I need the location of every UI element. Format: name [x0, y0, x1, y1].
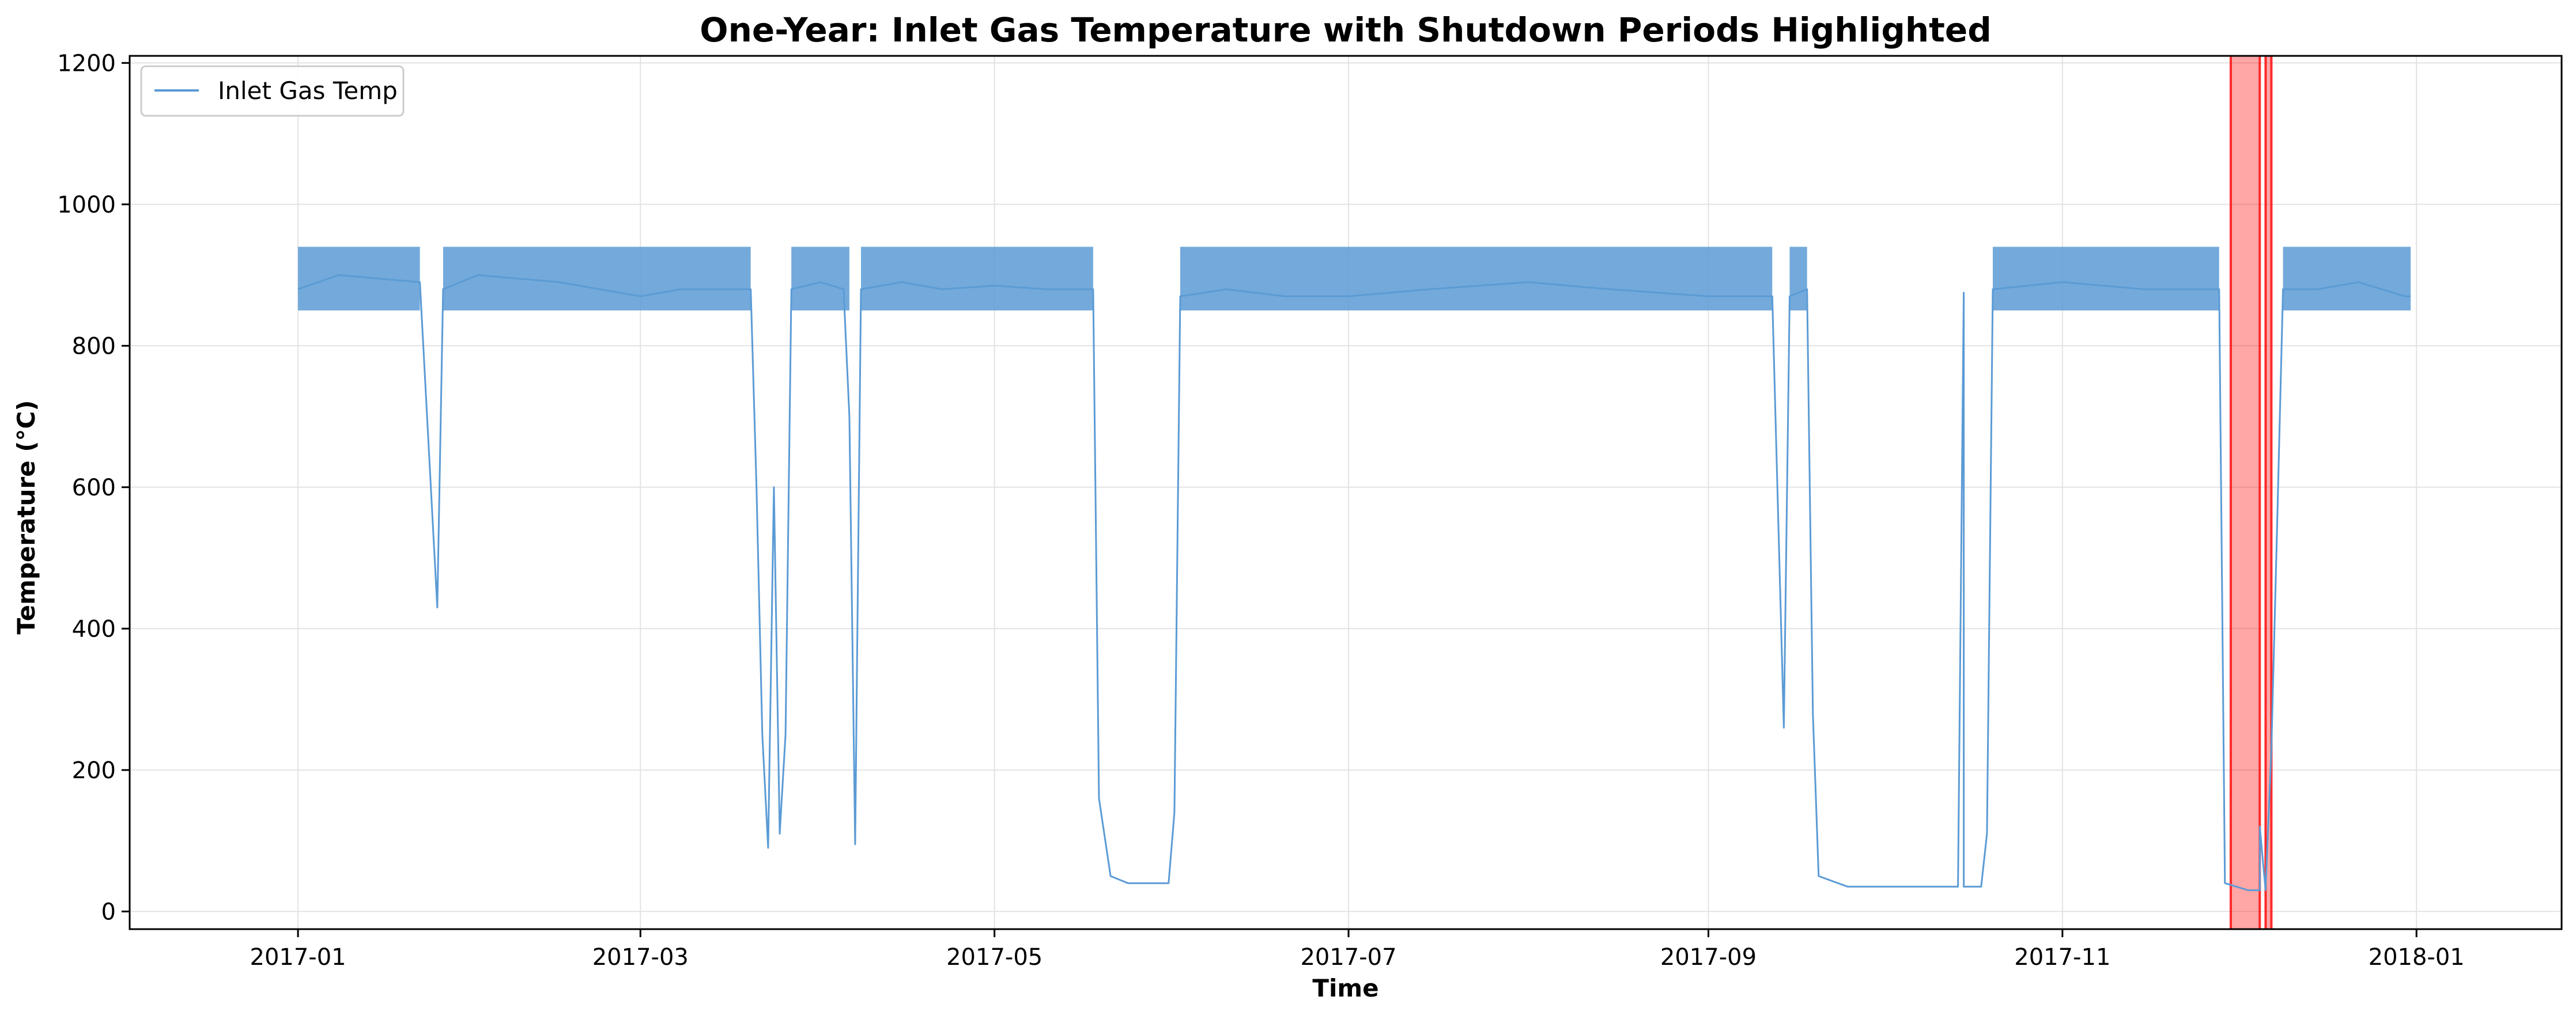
x-tick-label: 2018-01 — [2369, 944, 2465, 971]
legend: Inlet Gas Temp — [140, 65, 405, 117]
operating-band — [791, 247, 849, 310]
legend-label: Inlet Gas Temp — [218, 77, 398, 105]
operating-band — [1180, 247, 1773, 310]
shutdown-region — [2230, 56, 2260, 929]
y-tick-label: 1200 — [57, 50, 116, 77]
x-tick-label: 2017-05 — [946, 944, 1043, 971]
operating-band — [1789, 247, 1807, 310]
x-tick-label: 2017-01 — [250, 944, 346, 971]
grid — [130, 56, 2562, 929]
operating-band — [443, 247, 751, 310]
operating-band — [861, 247, 1093, 310]
x-tick-label: 2017-09 — [1660, 944, 1757, 971]
axes: 2017-01 2017-03 2017-05 2017-07 2017-09 2017-… — [57, 50, 2465, 971]
shutdown-highlights — [2229, 56, 2273, 929]
y-tick-label: 1000 — [57, 192, 116, 218]
operating-band — [2283, 247, 2411, 310]
y-tick-label: 0 — [101, 899, 116, 925]
x-axis-label: Time — [1312, 974, 1378, 1002]
y-tick-label: 200 — [72, 757, 116, 784]
y-tick-label: 800 — [72, 333, 116, 359]
x-tick-label: 2017-07 — [1300, 944, 1396, 971]
data-series — [297, 247, 2411, 891]
chart-title: One-Year: Inlet Gas Temperature with Shu… — [700, 10, 1991, 50]
x-tick-label: 2017-03 — [592, 944, 689, 971]
shutdown-region — [2265, 56, 2272, 929]
y-tick-label: 400 — [72, 616, 116, 642]
y-tick-label: 600 — [72, 475, 116, 501]
y-axis-label: Temperature (°C) — [12, 400, 40, 635]
x-tick-label: 2017-11 — [2014, 944, 2110, 971]
operating-band — [1992, 247, 2219, 310]
operating-band — [298, 247, 420, 310]
series-line — [297, 274, 2411, 891]
plot-frame — [129, 55, 2563, 930]
legend-box — [140, 65, 405, 117]
